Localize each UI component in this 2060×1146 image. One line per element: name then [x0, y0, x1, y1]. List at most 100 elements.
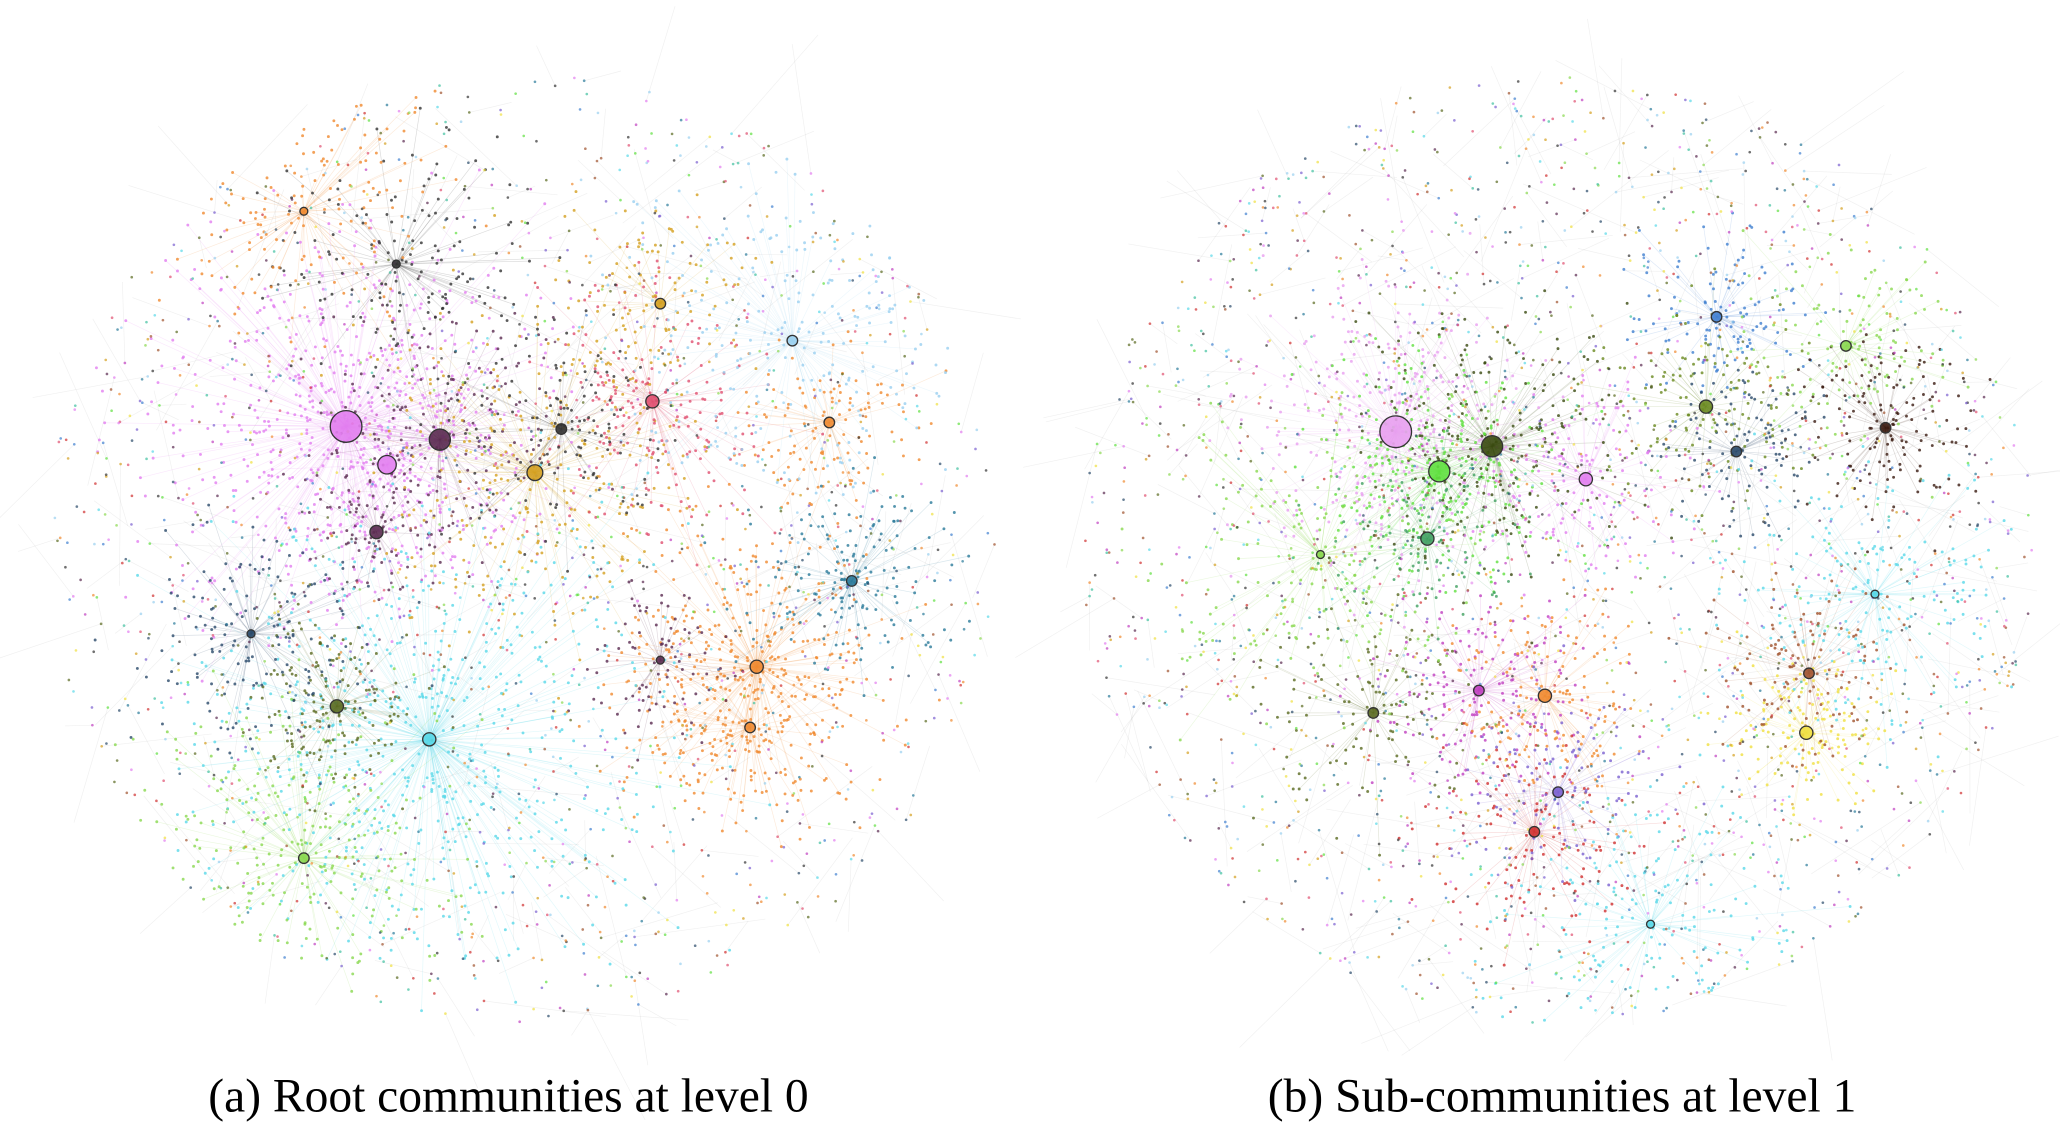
- node: [430, 684, 434, 688]
- node: [438, 311, 442, 315]
- node: [267, 636, 271, 640]
- node: [904, 718, 908, 722]
- node: [345, 773, 348, 777]
- node: [100, 389, 104, 393]
- node: [345, 304, 349, 308]
- edge: [307, 464, 388, 537]
- edge: [345, 344, 418, 427]
- node: [664, 450, 668, 453]
- node: [427, 493, 430, 497]
- edge: [221, 277, 347, 427]
- node: [344, 364, 348, 368]
- node: [685, 415, 689, 419]
- node: [462, 440, 466, 444]
- node: [745, 567, 749, 571]
- node: [687, 505, 691, 509]
- node: [563, 577, 567, 581]
- node: [493, 399, 497, 403]
- node: [285, 682, 288, 686]
- node: [404, 495, 407, 499]
- node: [313, 623, 317, 627]
- edge: [650, 401, 653, 503]
- node: [321, 287, 325, 291]
- node: [715, 323, 719, 327]
- node: [441, 795, 445, 798]
- node: [326, 448, 330, 452]
- node: [316, 900, 320, 904]
- node: [401, 524, 405, 528]
- node: [742, 584, 746, 588]
- node: [480, 370, 484, 374]
- node: [317, 802, 321, 806]
- node: [298, 813, 302, 817]
- node: [228, 751, 232, 755]
- node: [286, 572, 290, 576]
- node: [477, 487, 481, 491]
- node: [353, 568, 356, 571]
- node: [424, 574, 428, 578]
- edge: [429, 666, 485, 740]
- edge: [584, 820, 586, 859]
- node: [323, 825, 327, 829]
- edge: [305, 426, 347, 550]
- edge: [337, 464, 388, 499]
- edge: [439, 439, 441, 531]
- node: [175, 543, 179, 547]
- node: [198, 846, 202, 850]
- node: [757, 727, 761, 731]
- node: [651, 657, 655, 661]
- node: [681, 454, 685, 458]
- node: [258, 933, 262, 937]
- node: [305, 315, 309, 318]
- node: [349, 353, 353, 357]
- node: [490, 443, 494, 447]
- node: [748, 739, 752, 743]
- node: [605, 403, 609, 406]
- edge: [756, 666, 782, 773]
- node: [352, 389, 356, 393]
- node: [449, 657, 453, 661]
- node: [294, 683, 298, 687]
- node: [229, 473, 233, 477]
- node: [720, 829, 724, 833]
- node: [540, 551, 544, 555]
- node: [210, 647, 214, 651]
- node: [491, 511, 495, 514]
- node: [390, 640, 394, 644]
- edge: [428, 739, 516, 1003]
- edge: [316, 475, 377, 533]
- node: [451, 827, 455, 831]
- node: [365, 695, 369, 699]
- node: [679, 749, 683, 752]
- node: [269, 759, 273, 763]
- edge: [652, 398, 703, 402]
- node: [363, 436, 367, 439]
- node: [728, 765, 732, 769]
- node: [380, 826, 384, 830]
- node: [202, 570, 206, 574]
- node: [441, 374, 445, 378]
- node: [186, 683, 190, 687]
- node: [698, 326, 702, 330]
- node: [447, 899, 450, 903]
- node: [625, 775, 629, 779]
- node: [206, 701, 210, 705]
- node: [425, 878, 429, 882]
- node: [193, 742, 197, 746]
- node: [560, 894, 564, 898]
- node: [193, 372, 197, 376]
- node: [418, 500, 421, 504]
- node: [728, 755, 731, 759]
- node: [332, 801, 335, 805]
- node: [570, 363, 574, 366]
- edge: [646, 643, 757, 668]
- node: [332, 390, 336, 394]
- node: [389, 702, 393, 705]
- node: [266, 326, 270, 330]
- node: [319, 411, 323, 415]
- node: [767, 777, 771, 781]
- node: [566, 421, 570, 424]
- node: [498, 790, 502, 794]
- node: [288, 461, 292, 465]
- edge: [829, 370, 947, 423]
